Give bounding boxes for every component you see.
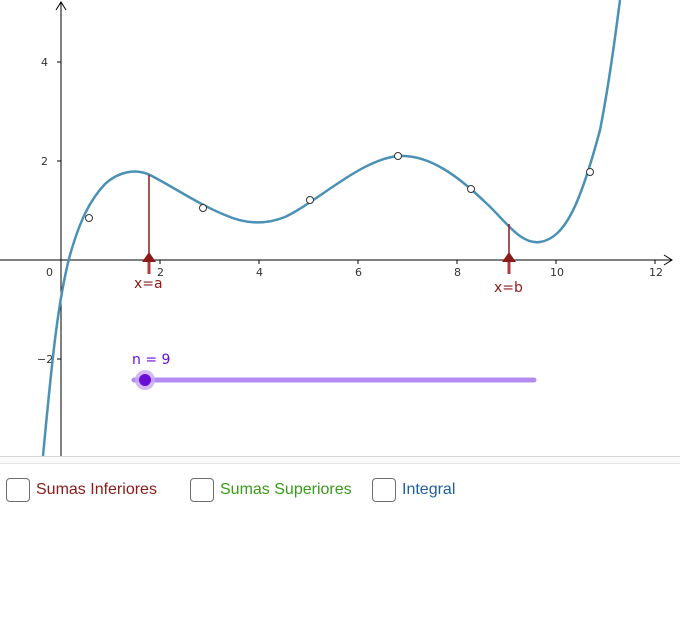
x-tick-label-12: 12 xyxy=(649,266,663,279)
x-tick-label-4: 4 xyxy=(256,266,263,279)
partition-point xyxy=(199,204,207,212)
point-a-label: x=a xyxy=(134,276,163,292)
origin-label: 0 xyxy=(46,266,53,279)
integral-checkbox[interactable]: Integral xyxy=(372,476,455,504)
lower-sums-checkbox-box[interactable] xyxy=(6,478,30,502)
function-curve[interactable] xyxy=(41,0,622,456)
partition-point xyxy=(467,185,475,193)
y-tick-label-4: 4 xyxy=(41,56,48,69)
slider-knob[interactable] xyxy=(139,374,151,386)
partition-point xyxy=(586,168,594,176)
graphics-view[interactable]: 4 2 0 −2 2 4 6 8 10 12 x=a x=b xyxy=(0,0,680,456)
lower-sums-checkbox[interactable]: Sumas Inferiores xyxy=(6,476,157,504)
integral-checkbox-box[interactable] xyxy=(372,478,396,502)
upper-sums-label[interactable]: Sumas Superiores xyxy=(220,481,352,498)
partition-point xyxy=(306,196,314,204)
x-axis-arrow xyxy=(663,254,673,266)
integral-label[interactable]: Integral xyxy=(402,481,456,498)
y-axis-ticks xyxy=(57,61,61,360)
upper-sums-checkbox-box[interactable] xyxy=(190,478,214,502)
y-axis-arrow xyxy=(55,1,67,11)
x-tick-label-10: 10 xyxy=(550,266,564,279)
panel-divider xyxy=(0,456,680,464)
partition-points xyxy=(85,152,594,222)
checkbox-bar: Sumas Inferiores Sumas Superiores Integr… xyxy=(0,464,680,514)
slider-label: n = 9 xyxy=(132,352,170,368)
partition-point xyxy=(394,152,402,160)
y-tick-label-2: 2 xyxy=(41,155,48,168)
y-tick-label-neg2: −2 xyxy=(37,353,53,366)
x-tick-label-8: 8 xyxy=(454,266,461,279)
point-b-marker[interactable] xyxy=(502,224,516,274)
lower-sums-label[interactable]: Sumas Inferiores xyxy=(36,481,157,498)
partition-point xyxy=(85,214,93,222)
function-plot[interactable]: 4 2 0 −2 2 4 6 8 10 12 x=a x=b xyxy=(0,0,680,456)
x-tick-label-2: 2 xyxy=(157,266,164,279)
x-axis-ticks xyxy=(159,260,656,264)
point-a-marker[interactable] xyxy=(142,175,156,274)
upper-sums-checkbox[interactable]: Sumas Superiores xyxy=(190,476,352,504)
x-tick-label-6: 6 xyxy=(355,266,362,279)
point-b-label: x=b xyxy=(494,280,523,296)
